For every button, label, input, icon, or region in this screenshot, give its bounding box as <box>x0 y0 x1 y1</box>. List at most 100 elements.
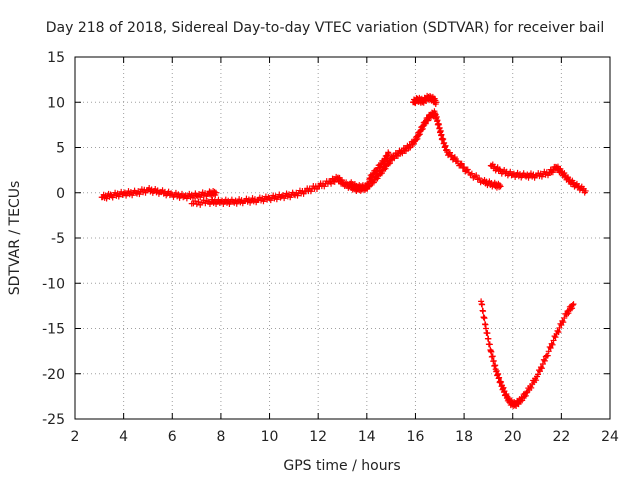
data-point <box>488 348 495 355</box>
data-point <box>522 392 529 399</box>
data-point <box>490 357 497 364</box>
data-point <box>538 365 545 372</box>
data-point <box>540 356 547 363</box>
series-seg6 <box>487 161 589 196</box>
data-point <box>457 161 464 168</box>
data-point <box>410 140 417 147</box>
y-tick-label: 5 <box>56 141 65 157</box>
x-tick-label: 12 <box>309 429 327 445</box>
data-point <box>541 357 548 364</box>
data-point <box>569 305 576 312</box>
x-tick-label: 8 <box>216 429 225 445</box>
data-point <box>547 345 554 352</box>
data-point <box>468 170 475 177</box>
data-point <box>455 158 462 165</box>
series-seg7 <box>478 298 577 409</box>
x-tick-label: 18 <box>455 429 473 445</box>
data-point <box>523 389 530 396</box>
data-point <box>407 144 414 151</box>
data-point <box>519 397 526 404</box>
data-point <box>192 198 199 205</box>
data-point <box>484 330 491 337</box>
x-tick-label: 14 <box>358 429 376 445</box>
data-point <box>370 179 377 186</box>
y-tick-label: 15 <box>47 50 65 66</box>
data-point <box>569 302 576 309</box>
data-point <box>459 165 466 172</box>
data-point <box>313 186 320 193</box>
data-point <box>550 337 557 344</box>
series-seg4 <box>366 149 392 183</box>
data-point <box>536 368 543 375</box>
data-point <box>555 329 562 336</box>
series-seg1 <box>98 185 220 202</box>
data-point <box>537 364 544 371</box>
chart-title: Day 218 of 2018, Sidereal Day-to-day VTE… <box>46 20 604 36</box>
data-points <box>98 92 589 409</box>
data-point <box>433 99 440 106</box>
data-point <box>480 308 487 315</box>
data-point <box>473 172 480 179</box>
x-tick-label: 4 <box>119 429 128 445</box>
data-point <box>369 173 376 180</box>
data-point <box>458 160 465 167</box>
data-point <box>195 198 202 205</box>
data-point <box>565 310 572 317</box>
series-seg3 <box>346 108 504 193</box>
y-tick-label: 0 <box>56 186 65 202</box>
data-point <box>481 315 488 322</box>
data-point <box>485 335 492 342</box>
data-point <box>382 165 389 172</box>
y-axis-label: SDTVAR / TECUs <box>7 181 23 296</box>
data-point <box>539 360 546 367</box>
y-tick-label: -5 <box>51 231 65 247</box>
data-point <box>200 197 207 204</box>
data-point <box>307 188 314 195</box>
data-point <box>386 160 393 167</box>
data-point <box>374 168 381 175</box>
data-point <box>464 166 471 173</box>
data-point <box>560 319 567 326</box>
data-point <box>570 301 577 308</box>
data-point <box>461 164 468 171</box>
data-point <box>528 384 535 391</box>
data-point <box>548 340 555 347</box>
y-tick-label: -15 <box>42 322 65 338</box>
data-point <box>544 352 551 359</box>
y-tick-label: -20 <box>42 367 65 383</box>
x-tick-label: 16 <box>407 429 425 445</box>
y-tick-label: -10 <box>42 276 65 292</box>
data-point <box>535 371 542 378</box>
series-seg5 <box>410 92 440 108</box>
data-point <box>545 348 552 355</box>
data-point <box>486 341 493 348</box>
x-axis-label: GPS time / hours <box>283 458 400 474</box>
data-point <box>451 154 458 161</box>
data-point <box>489 353 496 360</box>
data-point <box>385 150 392 157</box>
data-point <box>366 183 373 190</box>
x-tick-label: 2 <box>71 429 80 445</box>
data-point <box>549 341 556 348</box>
data-point <box>561 315 568 322</box>
grid-lines <box>75 57 610 419</box>
data-point <box>552 334 559 341</box>
data-point <box>402 148 409 155</box>
y-tick-label: -25 <box>42 412 65 428</box>
data-point <box>213 189 220 196</box>
x-tick-label: 24 <box>601 429 619 445</box>
data-point <box>378 170 385 177</box>
data-point <box>479 301 486 308</box>
x-tick-label: 20 <box>504 429 522 445</box>
data-point <box>533 377 540 384</box>
data-point <box>582 187 589 194</box>
data-point <box>321 183 328 190</box>
y-tick-label: 10 <box>47 95 65 111</box>
data-point <box>377 163 384 170</box>
data-point <box>496 182 503 189</box>
data-point <box>476 175 483 182</box>
data-point <box>374 175 381 182</box>
x-tick-label: 10 <box>261 429 279 445</box>
